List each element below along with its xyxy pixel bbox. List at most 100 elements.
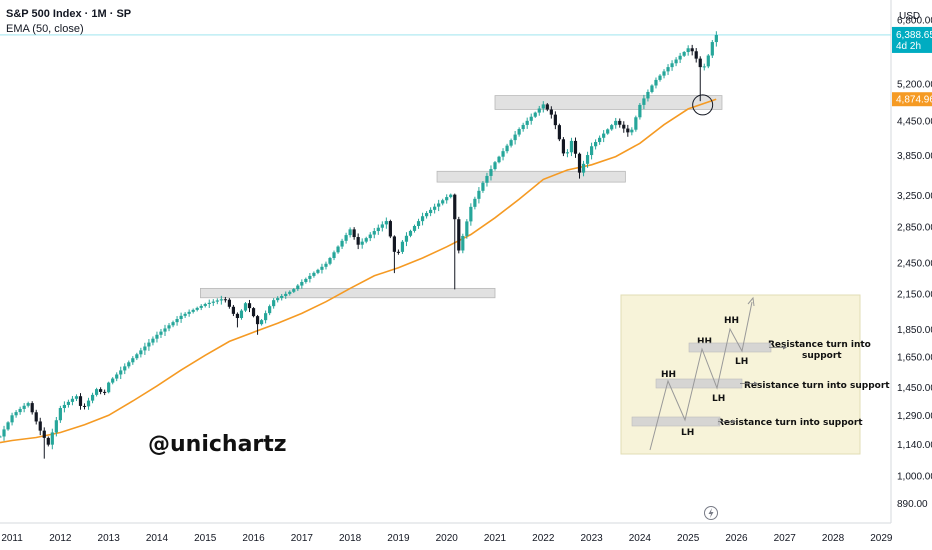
candle (123, 363, 127, 375)
candle (179, 312, 183, 323)
y-tick-label: 3,850.00 (897, 151, 932, 162)
candle (2, 425, 6, 441)
candle (107, 381, 111, 394)
ema-price-tag (892, 92, 932, 107)
x-tick-label: 2011 (1, 533, 23, 544)
candle (268, 304, 272, 316)
candle-body (151, 338, 155, 343)
candle (215, 298, 219, 305)
candle-body (215, 300, 219, 302)
y-tick-label: 2,850.00 (897, 222, 932, 233)
candle (82, 403, 87, 410)
candle (429, 207, 433, 217)
candle (155, 331, 159, 343)
candle (22, 403, 26, 413)
candle (453, 193, 457, 290)
candle-body (404, 235, 409, 242)
candle (78, 393, 83, 410)
candle-body (175, 318, 179, 323)
candle (239, 309, 244, 320)
y-tick-label: 1,000.00 (897, 471, 932, 482)
candle-body (352, 229, 356, 238)
candle (340, 238, 344, 249)
x-tick-label: 2014 (146, 533, 169, 544)
candle (634, 115, 638, 132)
x-tick-label: 2015 (194, 533, 217, 544)
candle (658, 74, 662, 82)
legend-arrowhead-2 (754, 381, 758, 386)
legend-zigzag-arrowhead (747, 296, 755, 307)
candle-body (658, 75, 662, 80)
candle (207, 299, 211, 308)
candle-body (223, 299, 227, 301)
candle-body (42, 430, 46, 438)
candle (308, 272, 312, 283)
candle-body (585, 155, 590, 164)
y-tick-label: 1,290.00 (897, 411, 932, 422)
candle-body (10, 415, 14, 423)
candle (602, 130, 606, 143)
candle-body (219, 299, 223, 301)
ema-line (0, 98, 717, 444)
candle-body (90, 394, 95, 401)
candle-body (686, 48, 690, 53)
candle-body (211, 301, 215, 303)
support-zone-2 (436, 170, 626, 183)
candle (493, 160, 497, 171)
candle (513, 130, 517, 145)
candle-body (199, 305, 203, 308)
candle (441, 198, 445, 206)
candle (449, 193, 453, 199)
candle (682, 51, 686, 57)
candle-body (541, 104, 545, 109)
candle (6, 421, 10, 431)
candle (404, 232, 409, 247)
candle (360, 238, 364, 249)
candle-body (598, 137, 602, 143)
candle (626, 124, 630, 137)
candle-body (312, 272, 316, 276)
candle-body (18, 408, 22, 413)
support-zone-3 (494, 95, 723, 110)
candle-body (356, 237, 360, 245)
y-tick-label: 1,450.00 (897, 383, 932, 394)
candle-body (332, 252, 336, 259)
legend-lh-1: LH (681, 428, 694, 438)
candle-body (408, 230, 413, 236)
flash-icon[interactable] (704, 506, 718, 520)
y-tick-label: 6,800.00 (897, 16, 932, 27)
candle (356, 233, 360, 250)
candle-body (537, 108, 541, 113)
candle (437, 199, 441, 212)
candle-body (416, 221, 421, 227)
candle-body (46, 437, 50, 445)
candle-body (14, 412, 18, 416)
x-tick-label: 2012 (49, 533, 72, 544)
x-tick-label: 2013 (98, 533, 121, 544)
candle-body (300, 281, 304, 286)
legend-label-2: Resistance turn into support (744, 381, 890, 391)
candle-body (569, 140, 574, 153)
candle-body (489, 169, 493, 176)
candle-body (630, 129, 634, 133)
candle (199, 304, 203, 311)
legend-hh-3: HH (724, 316, 739, 326)
candle-body (70, 398, 75, 402)
candle (372, 228, 376, 239)
candle-body (99, 389, 103, 392)
candle (412, 224, 417, 233)
candle-body (513, 134, 517, 141)
candle (618, 118, 622, 128)
candle (650, 84, 654, 94)
candle (34, 409, 38, 425)
candle (465, 219, 469, 239)
support-zone-1 (200, 287, 496, 299)
candle (30, 401, 34, 415)
candle (183, 312, 187, 318)
candle (264, 310, 268, 324)
candle-body (288, 291, 292, 294)
candle-body (155, 334, 159, 339)
candle (533, 111, 537, 118)
candle (58, 405, 62, 423)
candle (662, 69, 666, 79)
